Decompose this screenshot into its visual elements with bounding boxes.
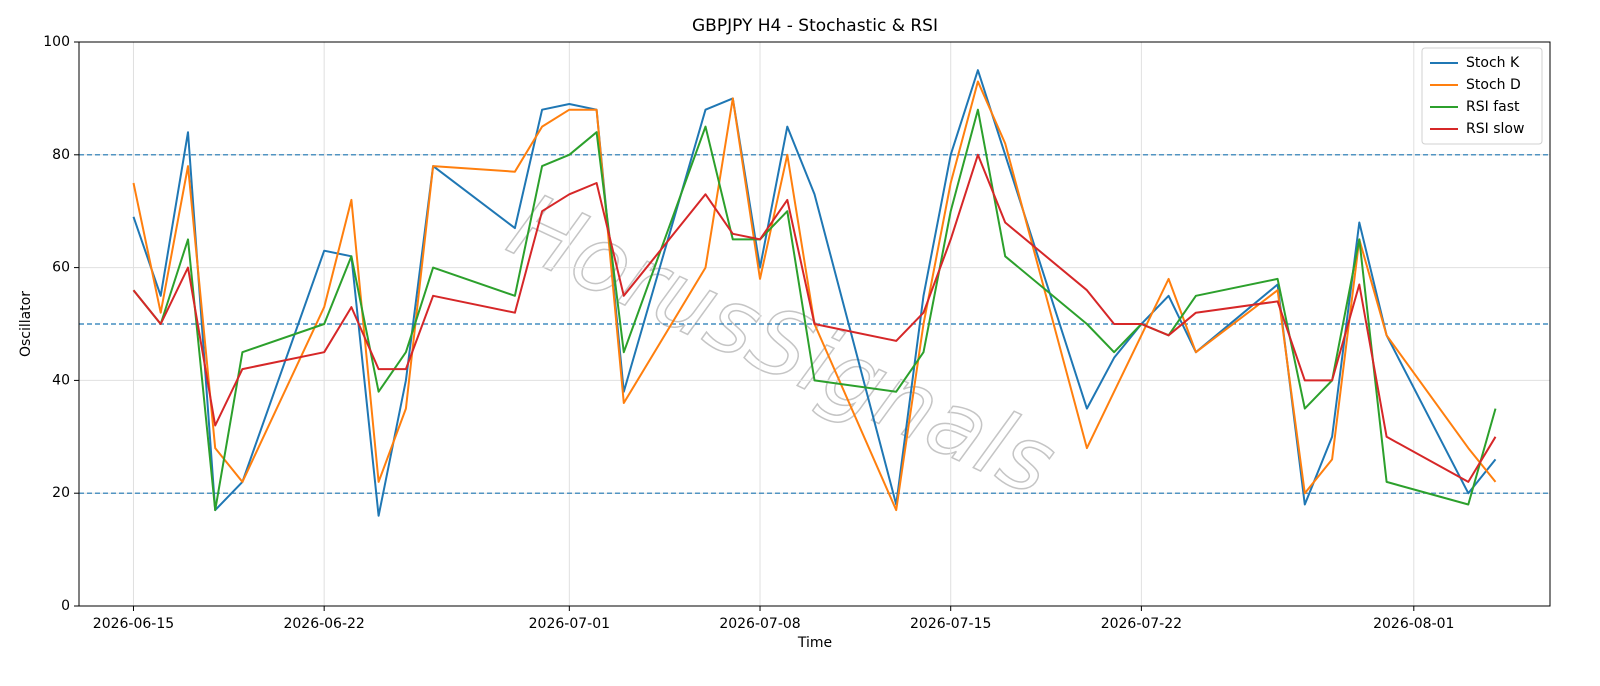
x-tick-label: 2026-06-22 <box>283 616 364 632</box>
plot-frame <box>78 41 1551 607</box>
y-tick-label: 0 <box>61 598 70 614</box>
series-line <box>132 153 1497 483</box>
x-tick-label: 2026-07-15 <box>910 616 991 632</box>
x-tick-label: 2026-07-08 <box>719 616 800 632</box>
x-tick-label: 2026-06-15 <box>93 616 174 632</box>
y-tick-label: 100 <box>43 34 70 50</box>
watermark: HorusSignals <box>494 173 1070 516</box>
legend-label: RSI fast <box>1466 99 1520 115</box>
y-axis-label: Oscillator <box>18 291 34 357</box>
chart-title: GBPJPY H4 - Stochastic & RSI <box>692 16 938 36</box>
legend-label: Stoch K <box>1466 55 1520 71</box>
x-tick-label: 2026-08-01 <box>1373 616 1454 632</box>
series-line <box>132 69 1497 517</box>
x-axis-label: Time <box>797 635 832 651</box>
legend-box <box>1421 47 1543 145</box>
series-line <box>132 108 1497 512</box>
legend-label: Stoch D <box>1466 77 1521 93</box>
x-tick-label: 2026-07-22 <box>1101 616 1182 632</box>
y-tick-label: 40 <box>52 372 70 388</box>
y-tick-label: 20 <box>52 485 70 501</box>
legend-label: RSI slow <box>1466 121 1524 137</box>
y-tick-label: 60 <box>52 260 70 276</box>
legend: Stoch K Stoch D RSI fast RSI slow <box>1421 47 1543 145</box>
series-line <box>132 80 1497 512</box>
x-tick-label: 2026-07-01 <box>529 616 610 632</box>
y-tick-label: 80 <box>52 147 70 163</box>
